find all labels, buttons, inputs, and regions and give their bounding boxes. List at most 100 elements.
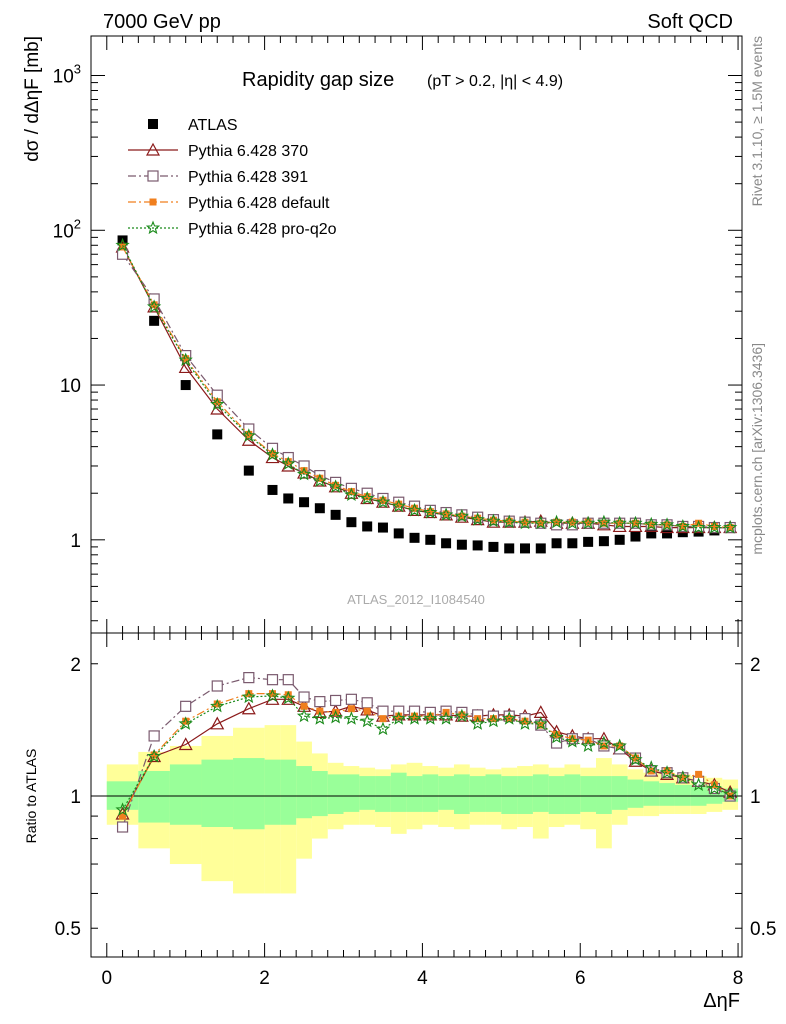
data-point [391,498,406,513]
ratio-axis-ticks: 2 2 1 1 0.5 0.5 0 2 4 6 8 [55,633,776,989]
ratio-point [296,708,312,723]
ratio-point [723,786,738,801]
ratio-point [150,751,158,759]
data-point [312,473,327,488]
data-point [241,428,256,442]
ratio-point [470,716,485,730]
data-point [695,519,703,527]
data-point [178,360,193,374]
ratio-point [647,767,655,775]
data-point [726,524,734,532]
data-point [347,488,355,496]
ratio-point [119,812,127,820]
stat-uncertainty-band [422,774,439,812]
data-point [549,514,564,529]
data-point [330,509,341,520]
data-point [551,538,562,549]
y-tick-label: 2 [70,655,81,676]
y-tick-label: 1 [70,531,81,552]
ratio-point [612,738,627,753]
data-point [723,520,738,534]
x-tick-label: 4 [417,968,428,989]
data-point [456,539,467,550]
side-text-top: Rivet 3.1.10, ≥ 1.5M events [749,36,765,206]
ratio-point [521,717,529,725]
ratio-point [241,689,256,704]
ratio-point [182,717,190,725]
data-point [691,520,706,534]
ratio-point [282,674,294,686]
ratio-point [268,690,276,698]
ratio-line [122,695,731,811]
data-point [332,481,340,489]
data-point [647,521,655,529]
main-series [115,235,738,554]
ratio-y-axis-label: Ratio to ATLAS [23,749,39,844]
legend-entry: Pythia 6.428 pro-q2o [128,220,337,238]
ratio-point [347,705,355,713]
data-point [362,521,373,532]
ratio-point [489,715,497,723]
stat-uncertainty-band [517,776,533,814]
data-point [612,515,627,530]
data-point [213,398,221,406]
ratio-point [210,698,225,713]
legend-marker [148,119,158,129]
ratio-point [695,770,703,778]
data-point [379,496,387,504]
main-y-axis-label: dσ / dΔηF [mb] [22,36,43,162]
ratio-point [146,748,162,763]
y-tick-label: 102 [53,216,81,242]
data-point [568,518,576,526]
ratio-point [115,802,130,816]
y-tick-label: 103 [53,62,81,88]
legend-entry: ATLAS [148,117,238,134]
data-point [407,502,422,517]
ratio-point [379,715,387,723]
data-point [505,517,513,525]
ratio-point [361,697,373,709]
x-axis-label: ΔηF [703,990,740,1012]
data-point [659,517,675,531]
legend-marker [145,142,161,156]
data-point [533,515,548,530]
data-point [441,538,452,549]
ratio-point [407,711,422,725]
series-pythia-6-428-391 [116,248,736,534]
ratio-point [298,691,310,703]
ratio-series-pythia-6-428-pro-q2o [115,688,738,816]
stat-uncertainty-band [201,759,234,827]
x-tick-label: 0 [101,968,112,989]
stat-uncertainty-band [611,776,628,810]
y-tick-label-right: 2 [750,655,761,676]
data-point [679,522,687,530]
data-point [377,522,388,533]
data-point [646,528,657,539]
stat-uncertainty-band [548,776,565,814]
stat-uncertainty-band [375,776,391,812]
ratio-point [312,711,327,725]
ratio-point [178,716,193,730]
ratio-point [245,690,253,698]
stat-uncertainty-band [327,774,344,814]
ratio-point [537,721,545,729]
data-point [470,512,485,526]
data-point [314,503,325,514]
data-point [411,504,419,512]
ratio-point [300,702,308,710]
x-tick-label: 6 [575,968,586,989]
ratio-point [663,767,671,775]
ratio-point [395,712,403,720]
ratio-uncertainty-bands [106,725,739,894]
data-point [268,450,276,458]
data-point [115,237,130,252]
data-point [614,534,625,545]
stat-uncertainty-band [580,776,597,812]
data-point [300,467,308,475]
data-point [267,484,278,495]
legend-marker [147,170,159,182]
data-point [344,487,359,501]
data-point [438,507,454,521]
data-point [363,493,371,501]
ratio-point [328,709,343,724]
